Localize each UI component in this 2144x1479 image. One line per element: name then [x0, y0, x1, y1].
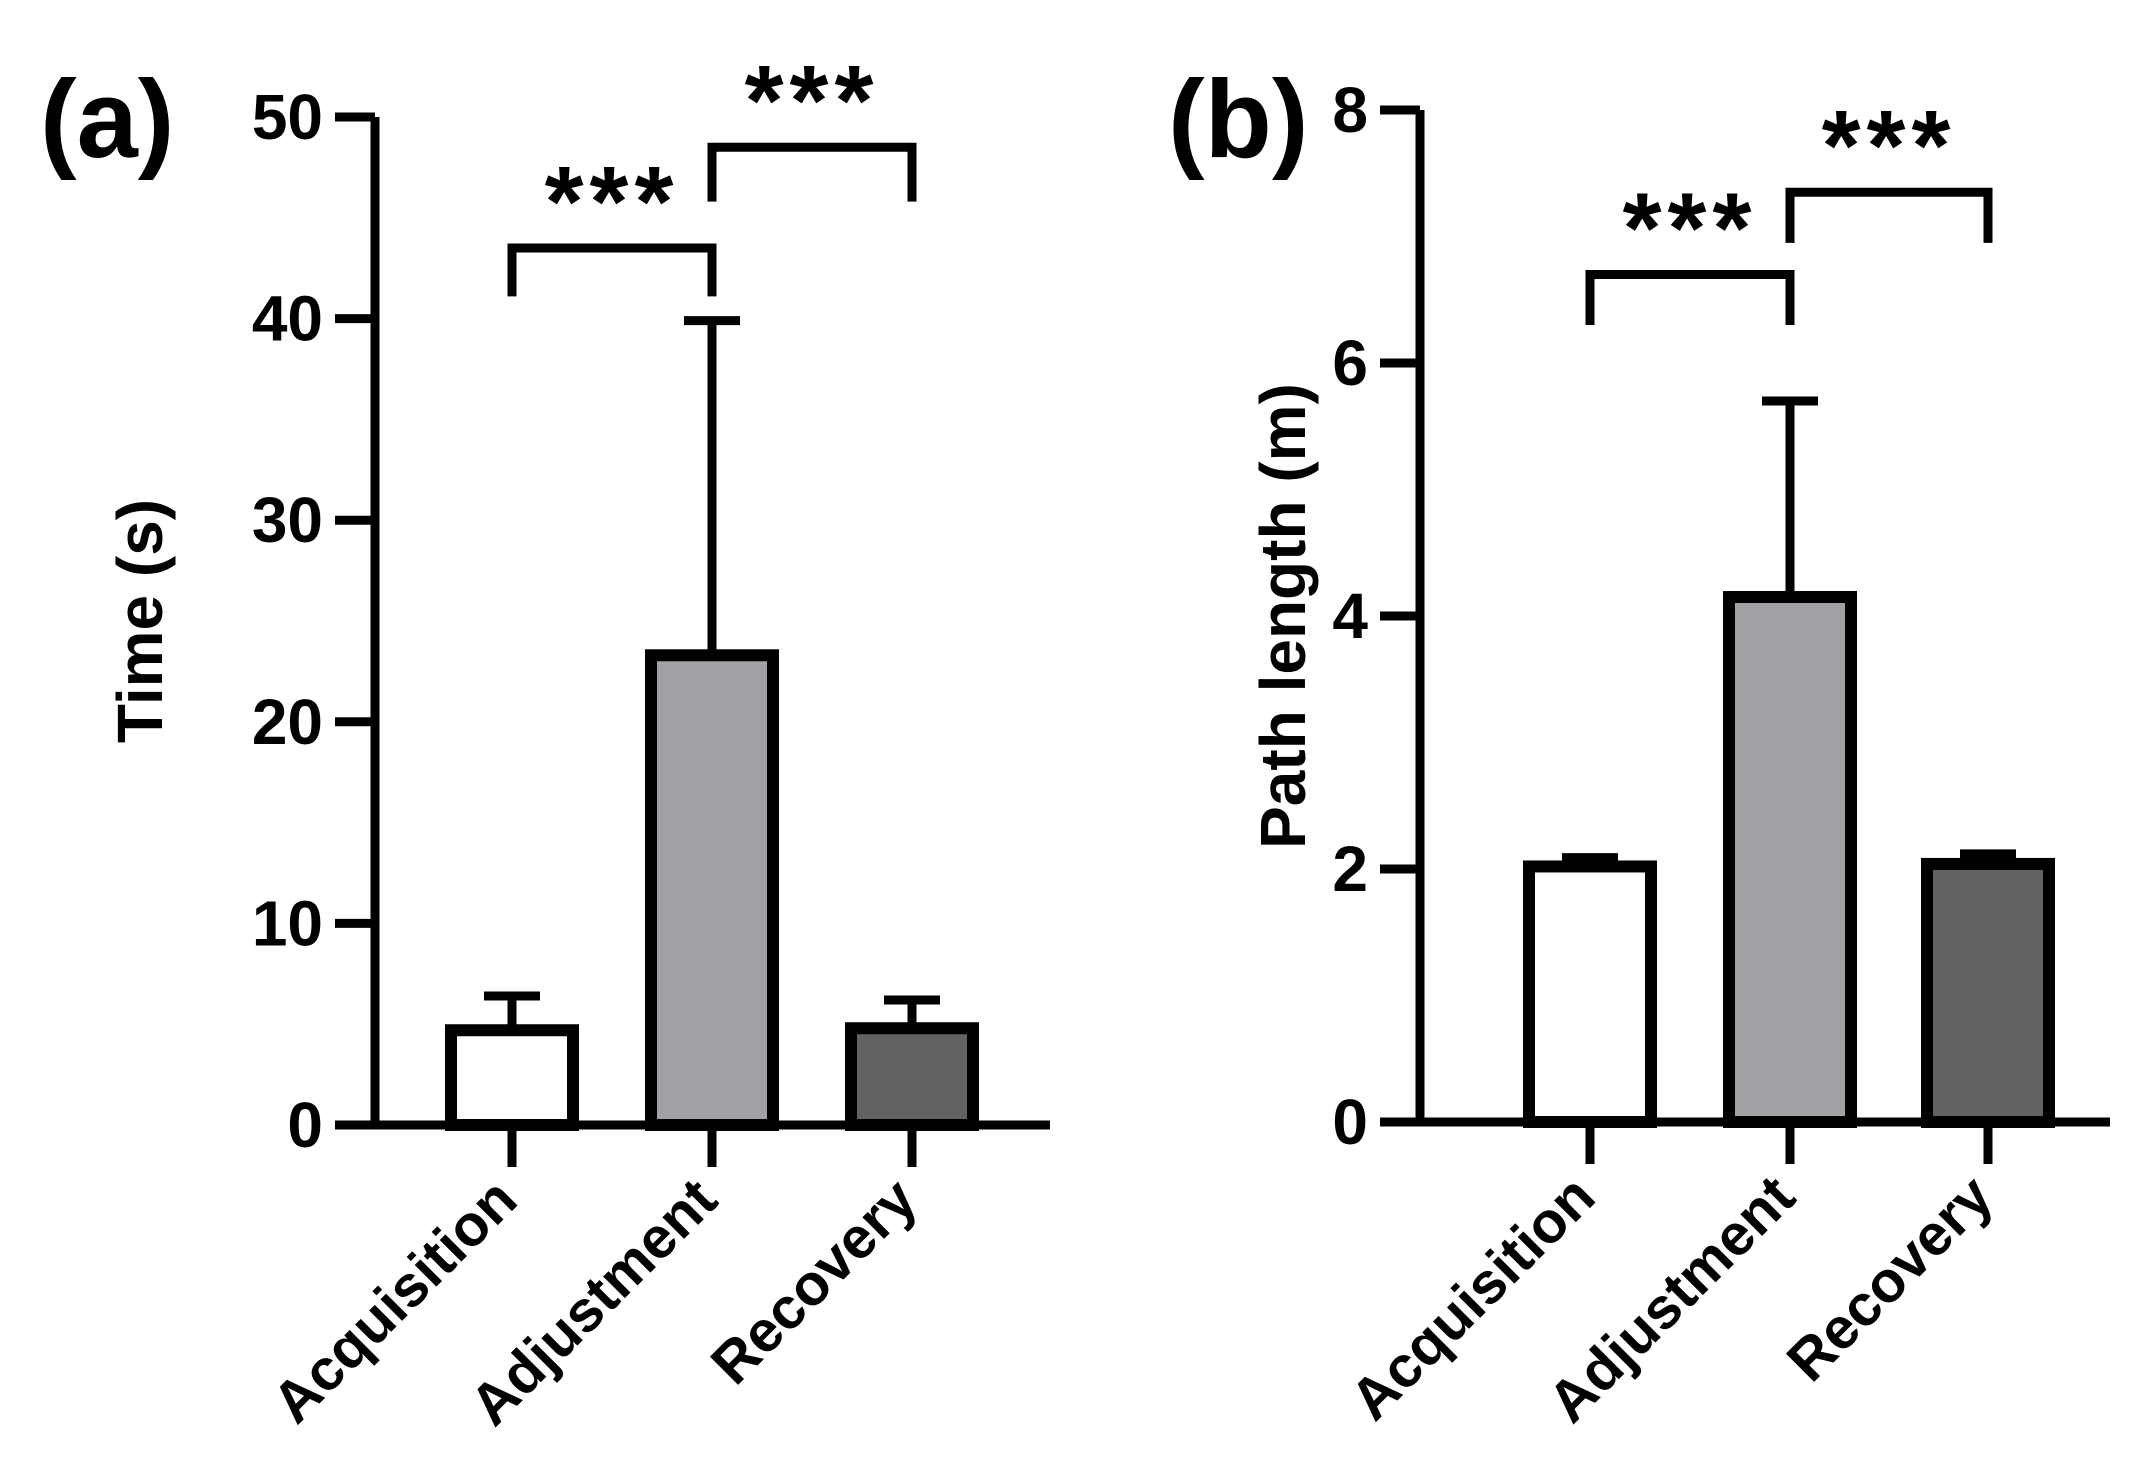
- significance-label: ***: [1623, 172, 1758, 284]
- bar-adjustment: [1723, 591, 1857, 1128]
- significance-label: ***: [545, 146, 680, 258]
- y-tick-label: 20: [252, 686, 323, 758]
- panel-label: (b): [1168, 58, 1308, 181]
- y-tick-label: 0: [1332, 1086, 1368, 1158]
- bar-acquisition: [445, 1024, 579, 1132]
- significance-label: ***: [745, 45, 880, 157]
- bar-recovery: [845, 1022, 979, 1132]
- y-tick-label: 2: [1332, 833, 1368, 905]
- y-tick-label: 10: [252, 887, 323, 959]
- y-tick-label: 0: [287, 1089, 323, 1161]
- significance-bracket: [507, 243, 717, 297]
- panel-label: (a): [40, 58, 174, 181]
- y-axis-title: Path length (m): [1247, 383, 1319, 849]
- y-axis-title: Time (s): [104, 499, 176, 743]
- y-tick-label: 6: [1332, 327, 1368, 399]
- bar-recovery: [1921, 857, 2055, 1128]
- significance-bracket: [707, 142, 917, 202]
- x-tick-label: Recovery: [699, 1166, 930, 1397]
- significance-bracket: [1785, 187, 1993, 243]
- significance-label: ***: [1822, 90, 1957, 202]
- y-tick-label: 50: [252, 81, 323, 153]
- y-tick-label: 4: [1332, 580, 1368, 652]
- significance-bracket: [1585, 269, 1795, 326]
- y-tick-label: 40: [252, 283, 323, 355]
- bar-acquisition: [1523, 860, 1657, 1128]
- y-tick-label: 8: [1332, 74, 1368, 146]
- y-tick-label: 30: [252, 484, 323, 556]
- bar-adjustment: [645, 649, 779, 1131]
- x-tick-label: Recovery: [1775, 1163, 2006, 1394]
